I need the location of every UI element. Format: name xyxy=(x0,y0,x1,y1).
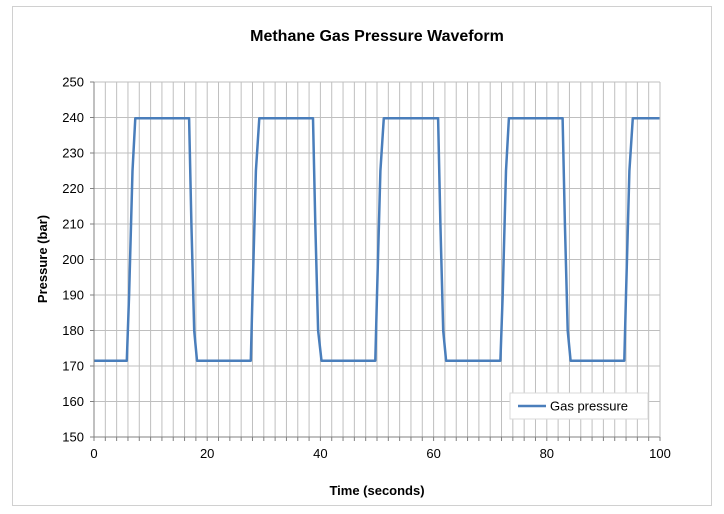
x-tick-label: 0 xyxy=(90,446,97,461)
x-tick-label: 80 xyxy=(540,446,554,461)
y-tick-label: 240 xyxy=(62,110,84,125)
y-axis-title: Pressure (bar) xyxy=(35,215,50,303)
x-tick-label: 100 xyxy=(649,446,671,461)
axes xyxy=(90,81,661,441)
y-tick-labels: 150 160 170 180 190 200 210 220 230 240 250 xyxy=(62,75,84,445)
y-tick-label: 230 xyxy=(62,146,84,161)
legend: Gas pressure xyxy=(509,392,649,420)
chart-title: Methane Gas Pressure Waveform xyxy=(250,28,504,45)
x-tick-label: 40 xyxy=(313,446,327,461)
series-line xyxy=(94,116,660,362)
series-group xyxy=(94,116,660,362)
line-chart: Methane Gas Pressure Waveform 0 20 40 60 80 1… xyxy=(35,28,671,498)
y-tick-label: 200 xyxy=(62,252,84,267)
y-tick-label: 170 xyxy=(62,359,84,374)
x-tick-label: 20 xyxy=(200,446,214,461)
y-tick-label: 160 xyxy=(62,394,84,409)
x-axis-title: Time (seconds) xyxy=(329,483,424,498)
x-tick-label: 60 xyxy=(426,446,440,461)
gridlines xyxy=(94,81,660,437)
y-tick-label: 250 xyxy=(62,75,84,90)
y-tick-label: 220 xyxy=(62,181,84,196)
y-tick-label: 190 xyxy=(62,288,84,303)
x-tick-labels: 0 20 40 60 80 100 xyxy=(90,446,670,461)
y-tick-label: 180 xyxy=(62,323,84,338)
y-tick-label: 210 xyxy=(62,217,84,232)
y-tick-label: 150 xyxy=(62,430,84,445)
chart-frame: Methane Gas Pressure Waveform 0 20 40 60 80 1… xyxy=(12,6,712,506)
legend-label: Gas pressure xyxy=(550,399,628,414)
